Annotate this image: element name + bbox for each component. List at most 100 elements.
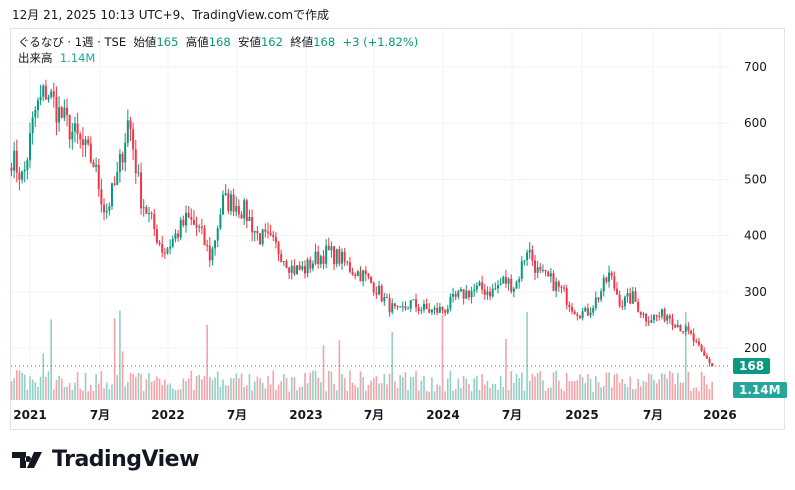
candle-body bbox=[169, 246, 172, 249]
logo-text: TradingView bbox=[52, 447, 199, 472]
volume-bar bbox=[555, 370, 557, 400]
candle-body bbox=[177, 233, 180, 238]
volume-bar bbox=[531, 373, 534, 400]
candle-body bbox=[100, 189, 103, 205]
volume-bar bbox=[690, 390, 692, 400]
candle-body bbox=[608, 272, 611, 282]
candle-body bbox=[89, 143, 92, 163]
volume-bar bbox=[47, 371, 50, 400]
volume-bar bbox=[116, 375, 119, 400]
volume-bar bbox=[359, 371, 362, 400]
volume-bar bbox=[341, 373, 343, 400]
candle-body bbox=[155, 229, 158, 243]
candle-body bbox=[396, 306, 399, 308]
candle-body bbox=[269, 232, 272, 235]
volume-bar bbox=[322, 345, 325, 400]
tradingview-logo[interactable]: TradingView bbox=[12, 447, 199, 472]
candle-body bbox=[705, 355, 708, 359]
volume-bar bbox=[238, 378, 240, 400]
volume-bar bbox=[283, 373, 285, 400]
volume-bar bbox=[383, 374, 386, 400]
candle-body bbox=[343, 251, 346, 262]
candle-body bbox=[684, 326, 687, 332]
volume-bar bbox=[50, 319, 52, 400]
volume-bar bbox=[372, 378, 375, 400]
volume-bar bbox=[502, 387, 505, 400]
volume-bar bbox=[235, 373, 238, 400]
candle-body bbox=[465, 290, 468, 299]
chart-frame bbox=[10, 28, 785, 430]
x-tick-label: 7月 bbox=[643, 408, 663, 422]
volume-bar bbox=[510, 371, 513, 400]
candle-body bbox=[285, 261, 288, 268]
candle-body bbox=[243, 200, 246, 219]
y-tick-label: 600 bbox=[744, 116, 767, 130]
volume-bar bbox=[251, 390, 253, 400]
volume-bar bbox=[357, 387, 359, 400]
volume-bar bbox=[306, 383, 309, 400]
candle-body bbox=[31, 117, 34, 134]
candle-body bbox=[26, 160, 29, 170]
candle-body bbox=[668, 315, 671, 319]
volume-bar bbox=[378, 383, 380, 400]
candle-body bbox=[652, 315, 655, 321]
volume-bar bbox=[134, 376, 137, 400]
candle-body bbox=[370, 276, 373, 283]
candle-body bbox=[449, 296, 452, 309]
candle-body bbox=[362, 270, 365, 282]
candle-body bbox=[42, 85, 45, 97]
candle-body bbox=[50, 91, 53, 98]
candle-body bbox=[306, 259, 309, 274]
volume-bar bbox=[399, 375, 401, 400]
volume-bar bbox=[127, 381, 129, 400]
volume-bar bbox=[272, 370, 275, 400]
candle-body bbox=[58, 107, 61, 123]
candle-body bbox=[372, 282, 375, 293]
volume-bar bbox=[650, 374, 653, 400]
candle-body bbox=[60, 107, 63, 118]
x-tick-label: 2021 bbox=[13, 408, 46, 422]
candle-body bbox=[145, 207, 148, 214]
candle-body bbox=[576, 314, 579, 316]
candle-body bbox=[137, 172, 140, 174]
candle-body bbox=[264, 229, 267, 232]
candle-body bbox=[95, 164, 98, 167]
volume-bar bbox=[446, 378, 449, 400]
volume-bar bbox=[444, 391, 446, 400]
volume-bar bbox=[87, 391, 89, 400]
volume-bar bbox=[671, 372, 674, 400]
volume-bar bbox=[338, 340, 341, 400]
candle-body bbox=[208, 245, 211, 261]
volume-bar bbox=[423, 376, 425, 400]
volume-bar bbox=[544, 390, 547, 400]
volume-bar bbox=[661, 373, 663, 400]
volume-bar bbox=[391, 332, 394, 400]
volume-bar bbox=[518, 378, 520, 400]
volume-bar bbox=[219, 386, 222, 400]
candle-body bbox=[404, 306, 407, 309]
symbol-label: ぐるなび · 1週 · TSE bbox=[18, 35, 127, 49]
volume-bar bbox=[489, 388, 491, 400]
volume-bar bbox=[293, 377, 296, 400]
volume-bar bbox=[394, 381, 396, 400]
volume-bar bbox=[198, 374, 201, 400]
candle-body bbox=[407, 308, 410, 310]
volume-bar bbox=[108, 389, 111, 400]
volume-bar bbox=[95, 374, 97, 400]
candle-body bbox=[142, 207, 145, 209]
volume-bar bbox=[34, 382, 37, 400]
volume-bar bbox=[227, 385, 230, 400]
candle-body bbox=[29, 133, 32, 161]
candle-body bbox=[547, 271, 550, 277]
volume-bar bbox=[632, 389, 634, 400]
volume-bar bbox=[634, 389, 637, 400]
volume-bar bbox=[37, 386, 39, 400]
volume-bar bbox=[581, 377, 584, 400]
volume-bar bbox=[624, 383, 626, 400]
candle-body bbox=[44, 85, 47, 100]
volume-bar bbox=[132, 373, 134, 400]
volume-bar bbox=[684, 311, 687, 400]
volume-bar bbox=[367, 384, 370, 400]
candle-body bbox=[23, 169, 26, 172]
